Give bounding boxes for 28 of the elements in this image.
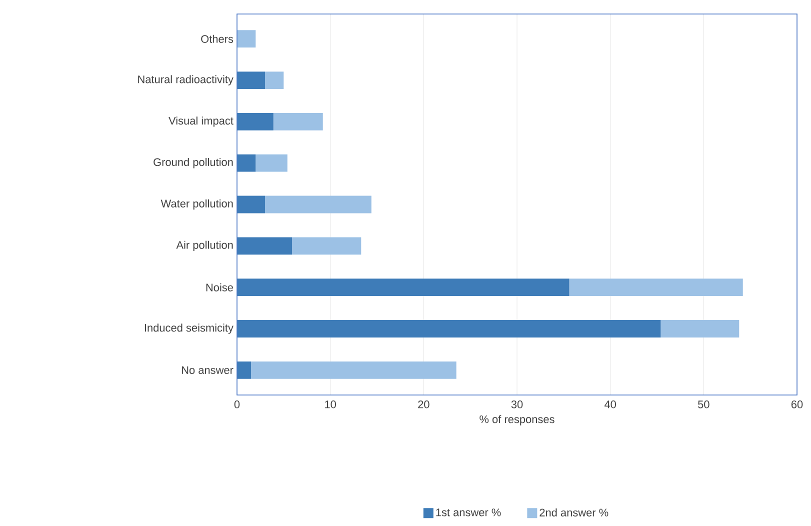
legend-label: 2nd answer % bbox=[540, 508, 608, 516]
bar bbox=[569, 278, 743, 296]
x-tick-label: 60 bbox=[791, 400, 803, 408]
y-tick-label: Visual impact bbox=[168, 116, 234, 127]
y-tick-label: Water pollution bbox=[160, 199, 233, 210]
bar bbox=[251, 361, 456, 379]
x-tick-label: 40 bbox=[604, 400, 616, 408]
bar bbox=[660, 320, 740, 338]
bar bbox=[237, 30, 256, 48]
y-tick-label: Noise bbox=[206, 283, 233, 292]
y-tick-label: Induced seismicity bbox=[144, 324, 234, 334]
y-tick-label: No answer bbox=[182, 366, 234, 374]
x-tick-label: 30 bbox=[511, 400, 523, 408]
y-tick-label: Natural radioactivity bbox=[138, 75, 234, 86]
y-tick-label: Others bbox=[201, 34, 234, 43]
y-tick-label: Ground pollution bbox=[154, 158, 233, 168]
bar bbox=[265, 72, 284, 89]
y-tick-label: Air pollution bbox=[176, 240, 233, 252]
bar bbox=[256, 154, 288, 172]
x-axis-title: % of responses bbox=[480, 415, 554, 426]
bar bbox=[292, 237, 362, 255]
legend-label: 1st answer % bbox=[436, 508, 501, 516]
bar bbox=[273, 112, 323, 130]
x-tick-label: 20 bbox=[418, 400, 430, 408]
bar bbox=[265, 196, 372, 214]
x-tick-label: 50 bbox=[698, 400, 710, 408]
x-tick-label: 0 bbox=[234, 400, 240, 408]
x-tick-label: 10 bbox=[325, 400, 336, 408]
